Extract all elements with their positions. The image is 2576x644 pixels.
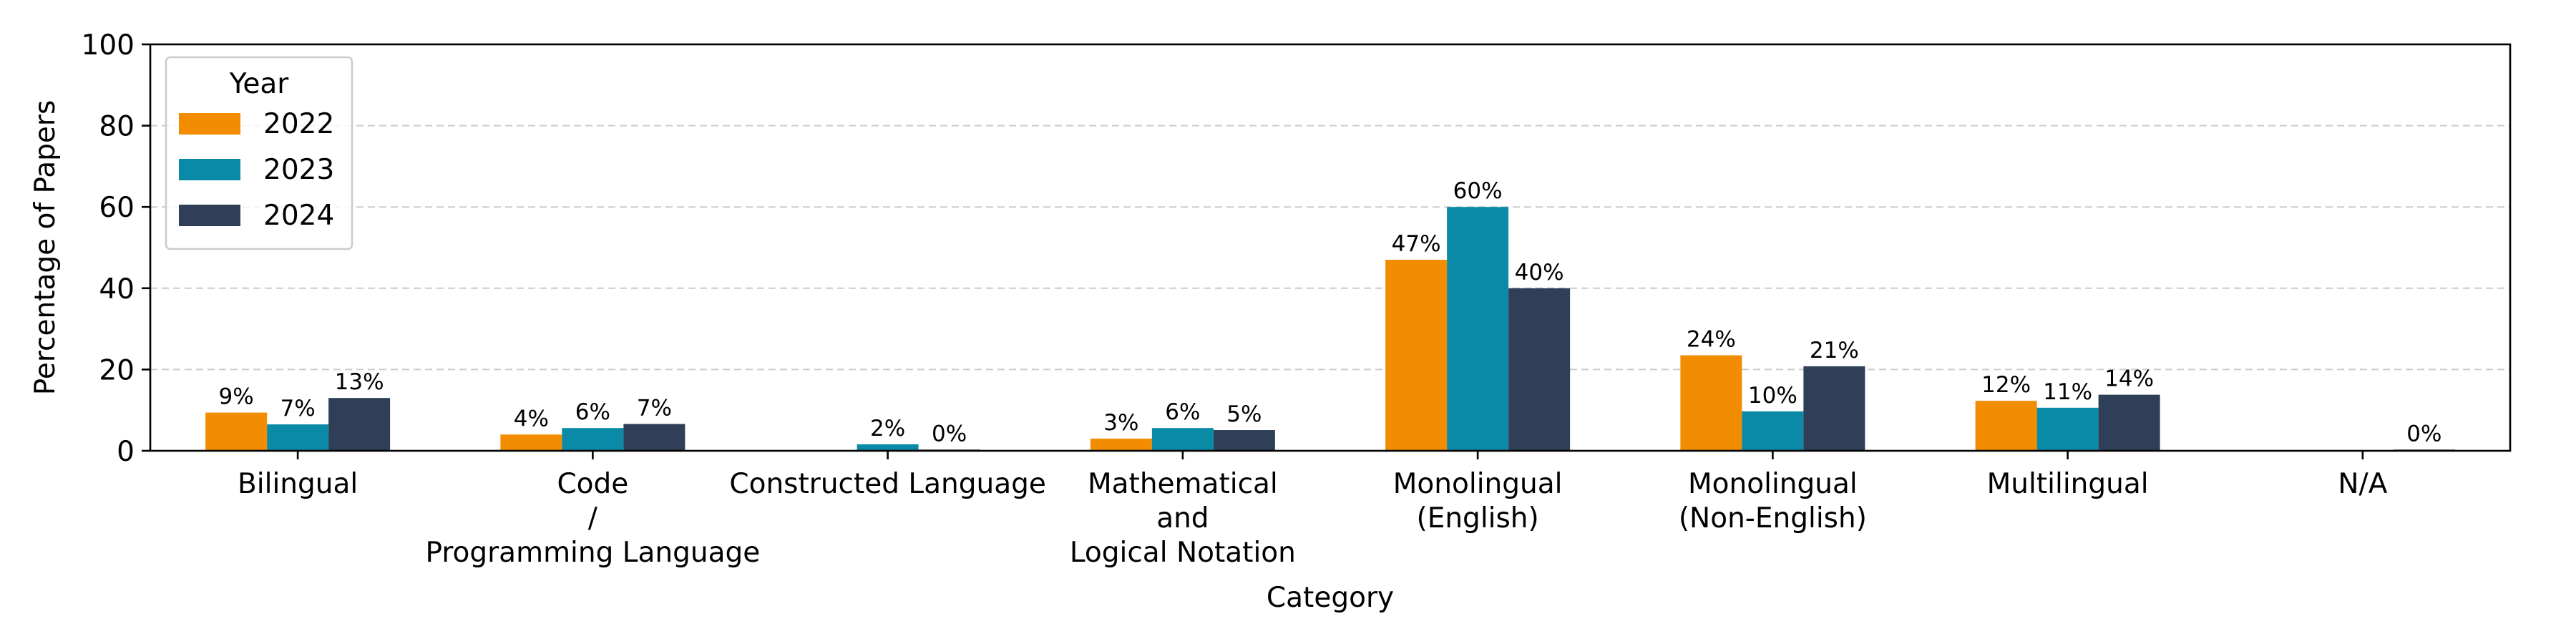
legend-label-2024: 2024 bbox=[263, 200, 334, 232]
bar-2023-5 bbox=[1742, 411, 1804, 451]
bar-2023-3 bbox=[1151, 428, 1214, 451]
bar-2022-1 bbox=[500, 434, 562, 451]
x-tick-label: and bbox=[1156, 502, 1209, 535]
plot-frame bbox=[149, 43, 2512, 452]
bar-label-2022-0: 9% bbox=[219, 384, 254, 410]
bar-label-2024-6: 14% bbox=[2104, 366, 2154, 392]
bar-label-2022-3: 3% bbox=[1103, 410, 1138, 436]
bar-2024-6 bbox=[2098, 394, 2160, 451]
x-tick-label: Multilingual bbox=[1987, 468, 2149, 500]
legend-label-2022: 2022 bbox=[263, 108, 334, 140]
x-axis: Bilingual Code/Programming Language Constr… bbox=[238, 451, 2388, 569]
bar-label-2024-2: 0% bbox=[932, 421, 967, 447]
bar-label-2022-6: 12% bbox=[1981, 372, 2031, 398]
bar-label-2024-7: 0% bbox=[2406, 421, 2441, 447]
bar-2023-0 bbox=[267, 424, 329, 451]
bar-label-2023-4: 60% bbox=[1453, 178, 1503, 204]
bar-labels: 9% 4% 3% 47% 24% 12% 7% 6% 2% 6% 60% 10% 11% 13% 7% 0% 5… bbox=[219, 178, 2442, 447]
x-tick-label: Monolingual bbox=[1393, 468, 1563, 500]
bar-2024-4 bbox=[1508, 288, 1571, 451]
y-tick-label: 100 bbox=[82, 29, 135, 62]
x-axis-title: Category bbox=[1267, 582, 1394, 614]
legend-swatch-2023 bbox=[179, 159, 240, 180]
bar-2024-5 bbox=[1803, 366, 1865, 451]
bar-2024-3 bbox=[1213, 430, 1275, 451]
y-axis: 0 20 40 60 80 100 bbox=[82, 29, 150, 468]
bar-2023-1 bbox=[562, 428, 624, 451]
y-tick-label: 60 bbox=[99, 192, 135, 224]
bar-label-2024-0: 13% bbox=[335, 369, 384, 395]
y-tick-label: 80 bbox=[99, 111, 135, 143]
x-tick-label: Code bbox=[557, 468, 628, 500]
x-tick-label: Bilingual bbox=[238, 468, 358, 500]
bar-label-2023-6: 11% bbox=[2043, 379, 2092, 405]
bar-2024-1 bbox=[623, 424, 686, 451]
bar-label-2023-3: 6% bbox=[1165, 399, 1200, 425]
bar-label-2022-5: 24% bbox=[1687, 327, 1736, 353]
x-tick-label: (Non-English) bbox=[1679, 502, 1867, 535]
legend-title: Year bbox=[229, 68, 290, 100]
y-axis-title: Percentage of Papers bbox=[29, 100, 62, 396]
bar-2022-3 bbox=[1090, 438, 1152, 451]
legend-swatch-2024 bbox=[179, 205, 240, 226]
bars bbox=[205, 207, 2455, 451]
x-tick-label: Constructed Language bbox=[729, 468, 1046, 500]
bar-label-2022-1: 4% bbox=[514, 406, 549, 431]
x-tick-label: Monolingual bbox=[1688, 468, 1858, 500]
bar-2023-4 bbox=[1447, 207, 1509, 451]
bar-label-2024-3: 5% bbox=[1226, 401, 1262, 427]
bar-label-2023-0: 7% bbox=[280, 396, 316, 421]
y-tick-label: 0 bbox=[117, 436, 135, 468]
bar-2023-2 bbox=[857, 444, 919, 451]
x-tick-label: Mathematical bbox=[1088, 468, 1278, 500]
bar-label-2023-5: 10% bbox=[1748, 383, 1797, 409]
y-tick-label: 20 bbox=[99, 354, 135, 386]
bar-label-2022-4: 47% bbox=[1392, 231, 1441, 257]
legend-label-2023: 2023 bbox=[263, 154, 334, 186]
bar-label-2024-1: 7% bbox=[637, 396, 672, 421]
legend-swatch-2022 bbox=[179, 113, 240, 135]
bar-label-2024-4: 40% bbox=[1515, 260, 1564, 286]
x-tick-label: Logical Notation bbox=[1070, 537, 1296, 569]
y-tick-label: 40 bbox=[99, 273, 135, 306]
bar-2022-6 bbox=[1975, 401, 2037, 451]
x-tick-label: N/A bbox=[2338, 468, 2387, 500]
bar-label-2023-1: 6% bbox=[575, 399, 610, 425]
legend-frame bbox=[165, 56, 353, 250]
x-tick-label: (English) bbox=[1416, 502, 1538, 535]
grid-lines bbox=[150, 125, 2510, 371]
bar-2024-0 bbox=[328, 398, 391, 451]
x-tick-label: Programming Language bbox=[426, 537, 761, 569]
bar-2022-4 bbox=[1385, 260, 1448, 451]
x-tick-label: / bbox=[588, 502, 598, 535]
bar-label-2024-5: 21% bbox=[1810, 338, 1859, 364]
bar-2022-5 bbox=[1680, 355, 1742, 451]
bar-label-2023-2: 2% bbox=[870, 416, 905, 441]
bar-2022-0 bbox=[205, 412, 268, 451]
bar-2023-6 bbox=[2036, 407, 2099, 451]
legend: Year 2022 2023 2024 bbox=[165, 56, 353, 250]
